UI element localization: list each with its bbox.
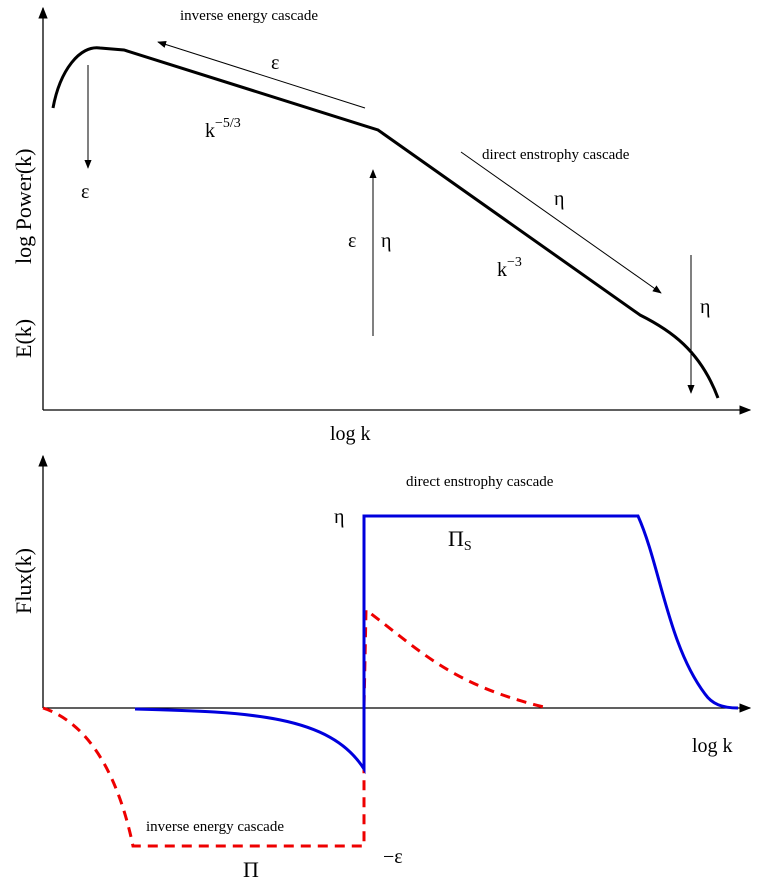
neg-epsilon-level-label: −ε <box>383 846 403 868</box>
top-y-axis-label-energy: E(k) <box>11 319 36 358</box>
energy-spectrum-curve <box>51 46 720 399</box>
slope-inverse-label: k−5/3 <box>205 116 241 142</box>
pi-label: Π <box>243 857 259 882</box>
eta-level-label: η <box>334 506 344 528</box>
bottom-inverse-cascade-label: inverse energy cascade <box>146 819 284 835</box>
inverse-cascade-label: inverse energy cascade <box>180 8 318 24</box>
eta-injection-label: η <box>381 230 391 252</box>
epsilon-injection-label: ε <box>348 230 356 252</box>
top-x-axis-label: log k <box>330 423 371 445</box>
eta-dissipation-label: η <box>700 296 710 318</box>
bottom-panel: direct enstrophy cascade inverse energy … <box>11 454 752 882</box>
epsilon-flux-label: ε <box>271 52 279 74</box>
slope-direct-label: k−3 <box>497 255 522 281</box>
bottom-y-axis-label: Flux(k) <box>11 548 36 614</box>
bottom-x-axis-label: log k <box>692 735 733 757</box>
epsilon-dissipation-label: ε <box>81 181 89 203</box>
top-y-axis-label-power: log Power(k) <box>11 149 36 264</box>
enstrophy-flux-curve <box>134 514 739 775</box>
direct-cascade-arrow <box>460 151 662 294</box>
pi-s-label: ΠS <box>448 526 472 554</box>
energy-flux-curve <box>42 607 549 848</box>
eta-flux-label: η <box>554 188 564 210</box>
direct-cascade-label: direct enstrophy cascade <box>482 147 630 163</box>
bottom-direct-cascade-label: direct enstrophy cascade <box>406 474 554 490</box>
top-panel: inverse energy cascade direct enstrophy … <box>11 6 752 445</box>
inverse-cascade-arrow <box>157 41 366 109</box>
